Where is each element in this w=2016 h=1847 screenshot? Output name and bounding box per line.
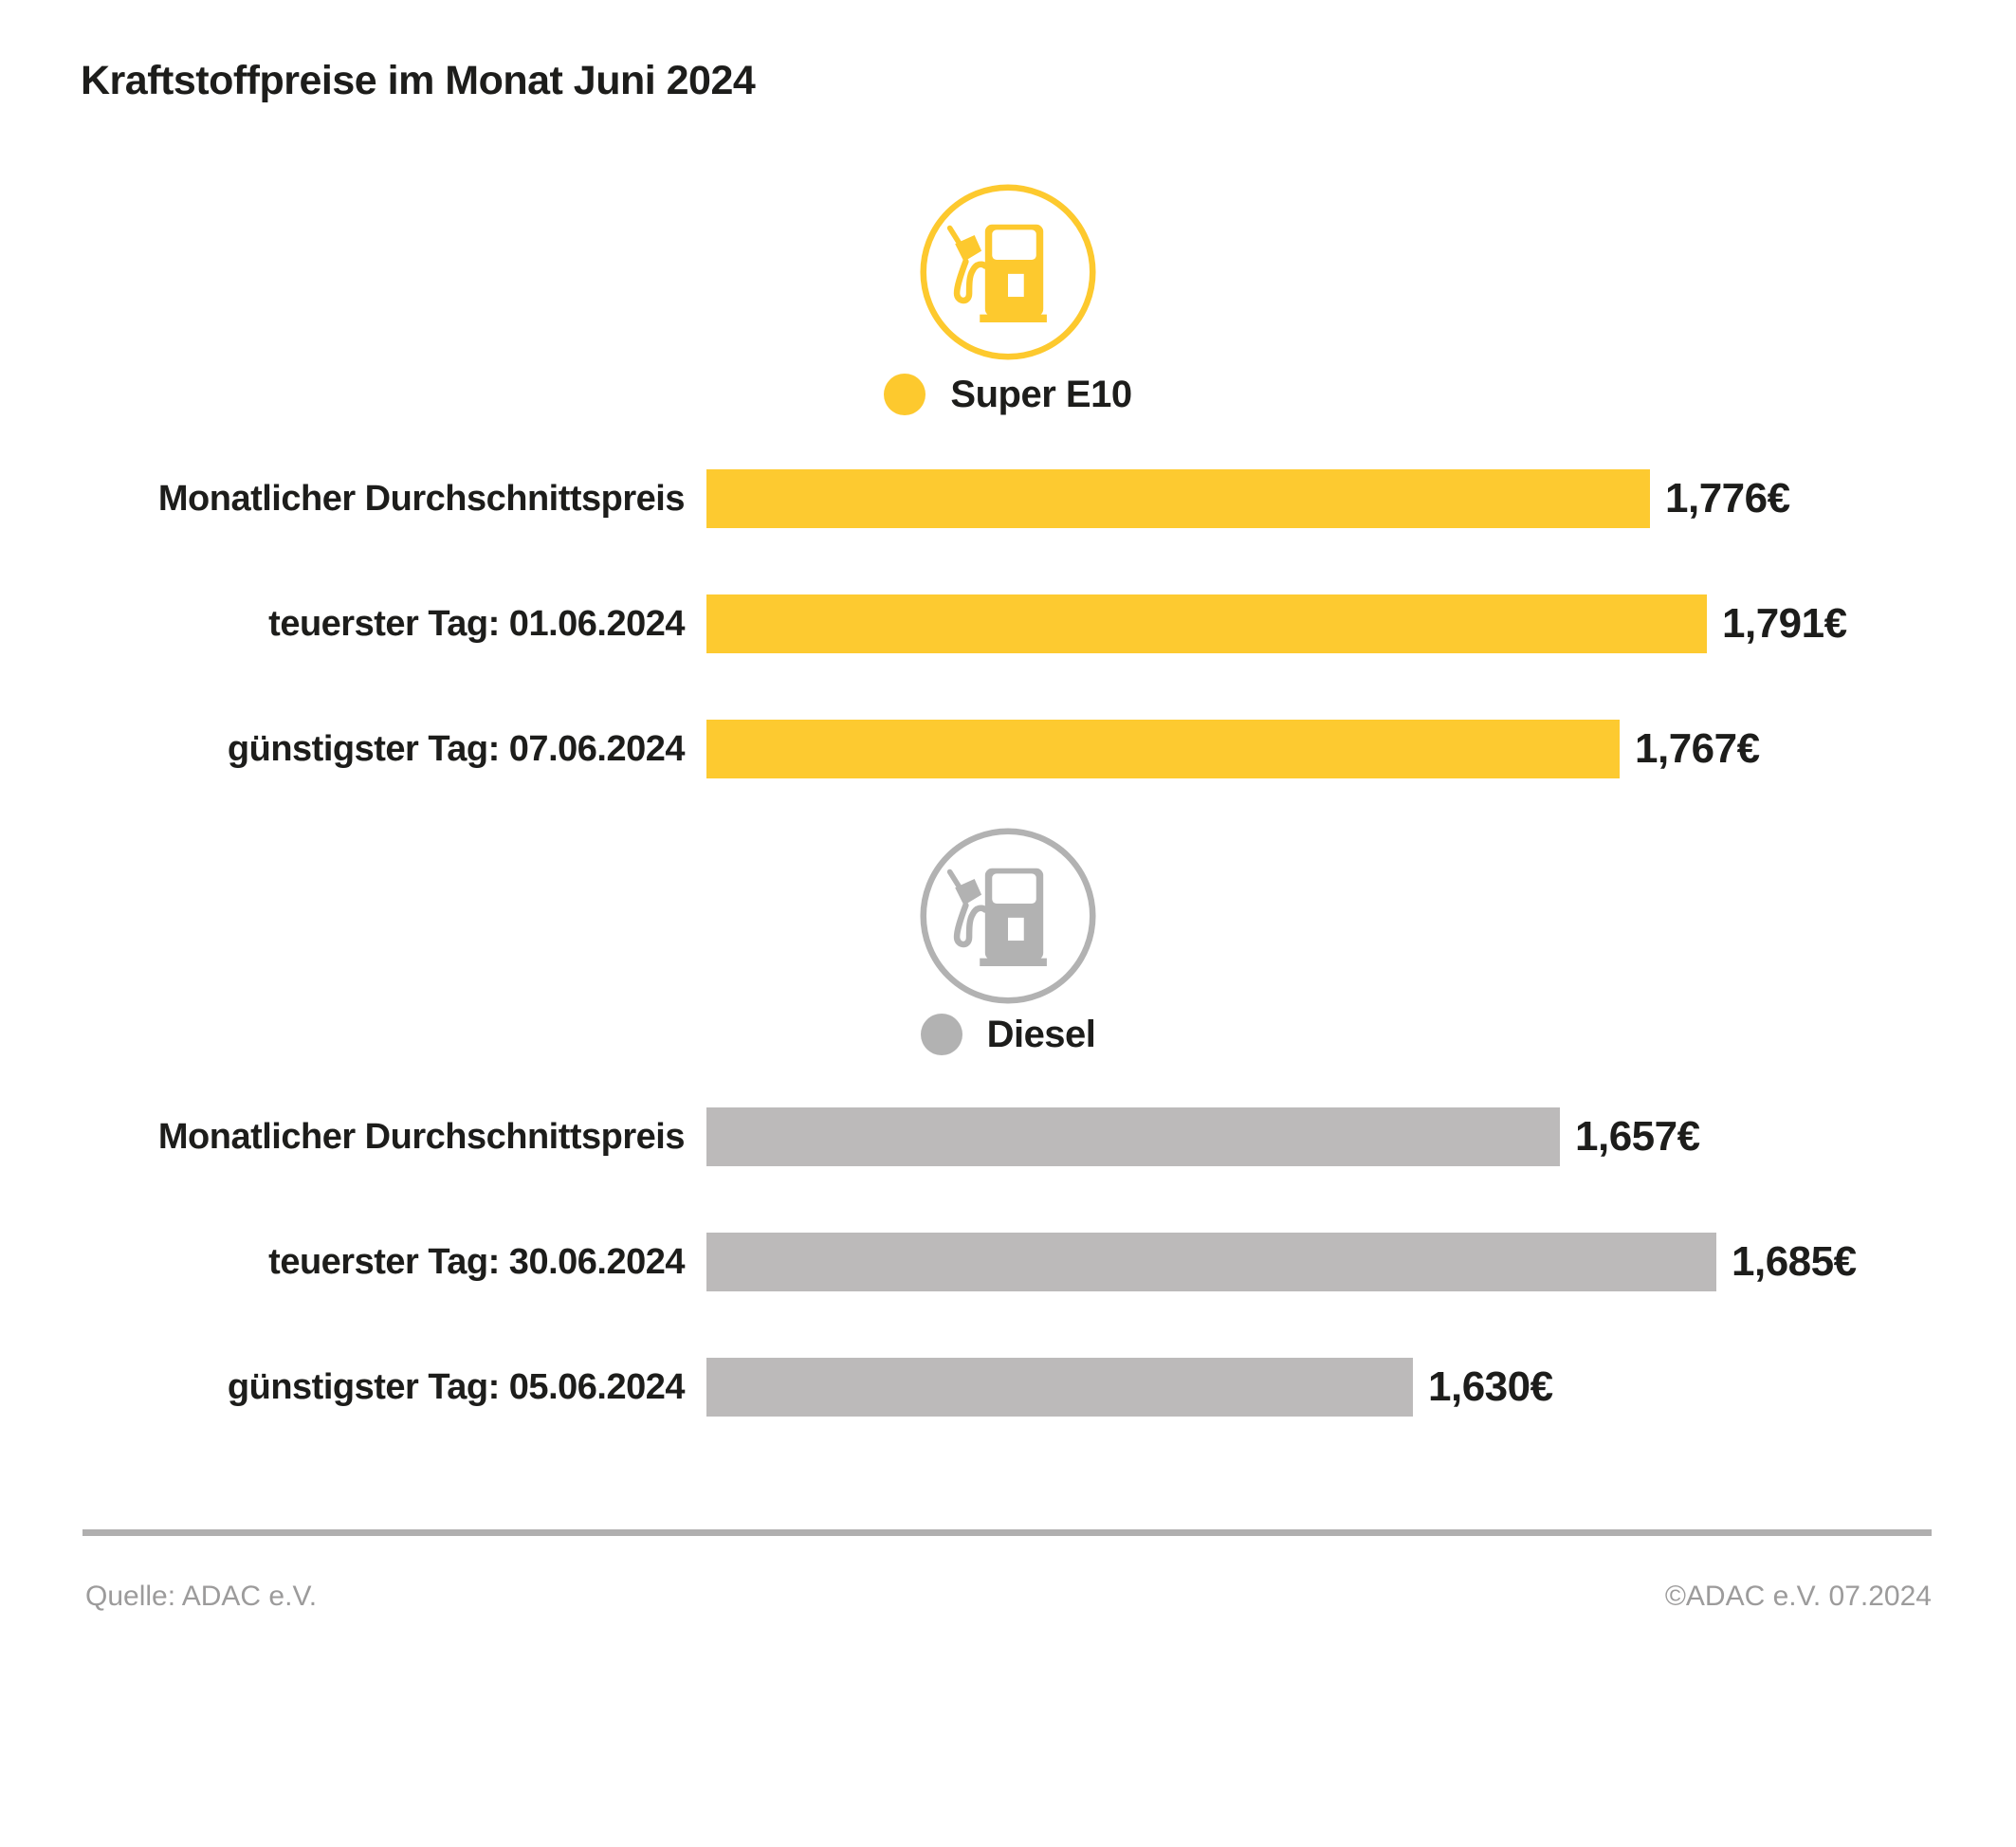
legend-dot <box>884 374 926 415</box>
bar-value: 1,791€ <box>1722 600 1847 647</box>
bar <box>706 469 1650 528</box>
bar-value: 1,630€ <box>1428 1363 1553 1410</box>
bar <box>706 1358 1413 1417</box>
footer: Quelle: ADAC e.V. ©ADAC e.V. 07.2024 <box>85 1581 1932 1613</box>
bar-label: teuerster Tag: 30.06.2024 <box>268 1241 685 1282</box>
bar-value: 1,685€ <box>1732 1238 1857 1285</box>
bar-label: teuerster Tag: 01.06.2024 <box>268 603 685 644</box>
bar <box>706 720 1620 778</box>
fuel-section-diesel: Diesel Monatlicher Durchschnittspreis 1,… <box>0 828 2016 1417</box>
fuel-section-super-e10: Super E10 Monatlicher Durchschnittspreis… <box>0 184 2016 778</box>
bar-value: 1,767€ <box>1635 725 1760 772</box>
bar-label: Monatlicher Durchschnittspreis <box>157 1116 686 1157</box>
bar-rows: Monatlicher Durchschnittspreis 1,657€ te… <box>0 1107 2016 1417</box>
page-title: Kraftstoffpreise im Monat Juni 2024 <box>81 58 756 103</box>
divider-line <box>82 1529 1932 1536</box>
bar-row: Monatlicher Durchschnittspreis 1,776€ <box>81 469 2016 528</box>
copyright-text: ©ADAC e.V. 07.2024 <box>1664 1581 1932 1612</box>
bar-row: günstigster Tag: 05.06.2024 1,630€ <box>81 1358 2016 1417</box>
bar-value: 1,657€ <box>1575 1113 1700 1160</box>
source-text: Quelle: ADAC e.V. <box>85 1581 318 1612</box>
bar <box>706 1233 1716 1291</box>
bar-label: günstigster Tag: 07.06.2024 <box>227 728 686 769</box>
bar-row: teuerster Tag: 30.06.2024 1,685€ <box>81 1233 2016 1291</box>
fuel-pump-icon <box>920 184 1096 360</box>
bar-row: günstigster Tag: 07.06.2024 1,767€ <box>81 720 2016 778</box>
legend: Super E10 <box>0 374 2016 415</box>
bar-row: teuerster Tag: 01.06.2024 1,791€ <box>81 594 2016 653</box>
legend: Diesel <box>0 1014 2016 1055</box>
bar-row: Monatlicher Durchschnittspreis 1,657€ <box>81 1107 2016 1166</box>
bar-label: günstigster Tag: 05.06.2024 <box>227 1366 686 1407</box>
bar <box>706 1107 1560 1166</box>
legend-dot <box>920 1014 962 1055</box>
bar-label: Monatlicher Durchschnittspreis <box>157 478 686 519</box>
bar-value: 1,776€ <box>1665 475 1790 521</box>
fuel-pump-icon <box>920 828 1096 1004</box>
bar <box>706 594 1707 653</box>
legend-label: Super E10 <box>950 374 1132 415</box>
fuel-pump-icon-wrap <box>0 184 2016 360</box>
legend-label: Diesel <box>986 1014 1096 1055</box>
bar-rows: Monatlicher Durchschnittspreis 1,776€ te… <box>0 469 2016 778</box>
fuel-pump-icon-wrap <box>0 828 2016 1004</box>
